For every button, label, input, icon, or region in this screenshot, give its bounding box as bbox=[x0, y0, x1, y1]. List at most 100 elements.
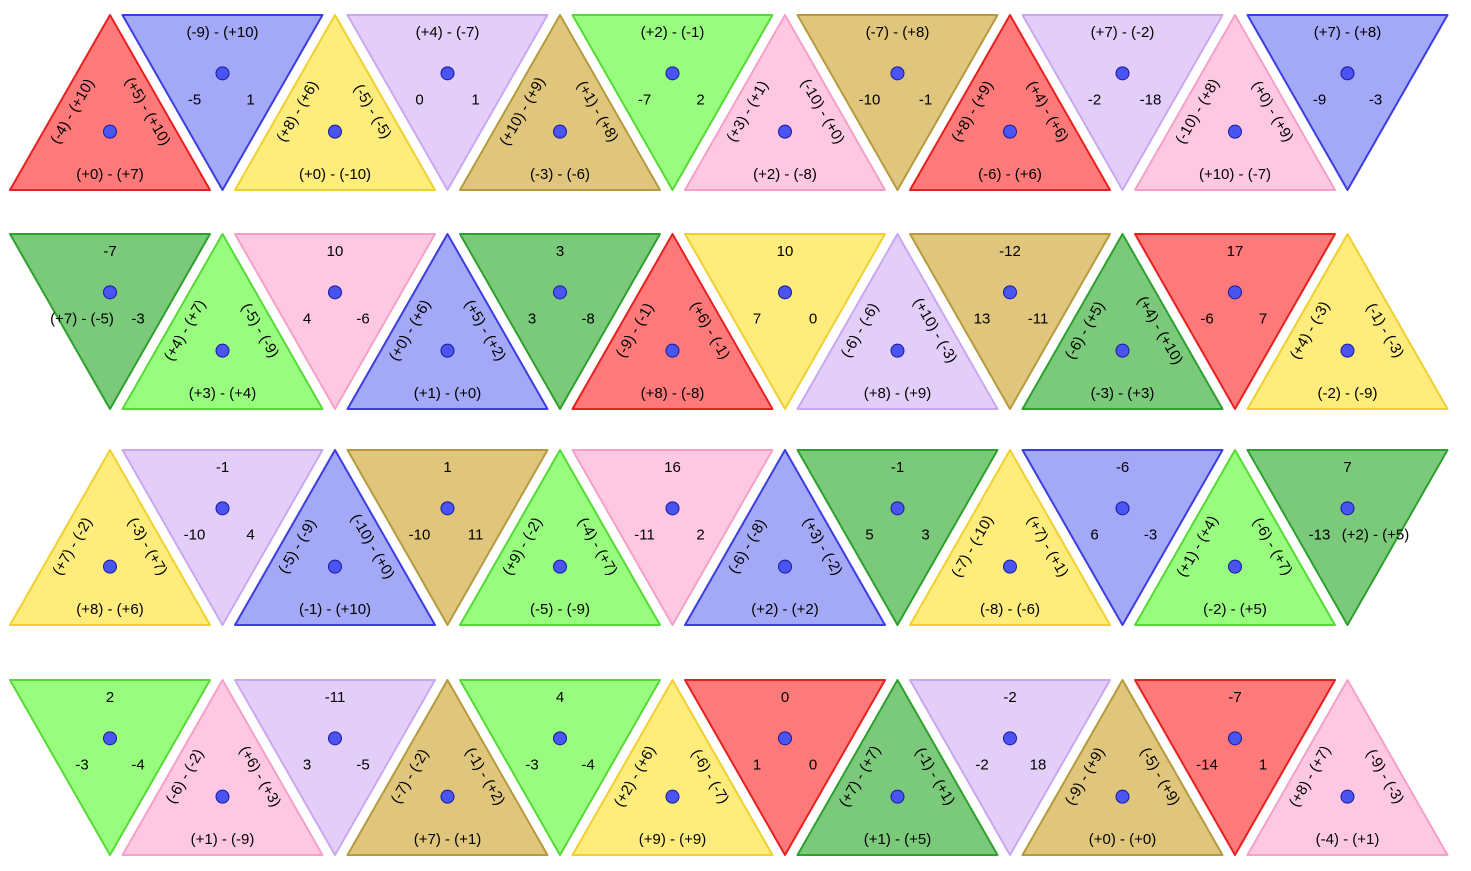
puzzle-triangle-r1-1[interactable]: (+0) - (+7)(+5) - (+10)(-4) - (+10) bbox=[9, 14, 211, 191]
puzzle-triangle-r2-12[interactable]: (-2) - (-9)(-1) - (-3)(+4) - (-3) bbox=[1246, 233, 1449, 410]
center-point-icon bbox=[215, 501, 230, 516]
puzzle-triangle-r2-8[interactable]: (+8) - (+9)(+10) - (-3)(-6) - (-6) bbox=[796, 233, 999, 410]
center-point-icon bbox=[1228, 124, 1242, 139]
puzzle-triangle-r4-8[interactable]: (+1) - (+5)(-1) - (+1)(+7) - (+7) bbox=[796, 679, 999, 856]
puzzle-triangle-r2-7[interactable]: 10 0 7 bbox=[684, 233, 886, 410]
triangle-edge-label: 7 bbox=[1259, 310, 1267, 327]
triangle-edge-label: 4 bbox=[303, 310, 311, 327]
triangle-tile bbox=[346, 233, 549, 410]
puzzle-triangle-r3-2[interactable]: -1 4 -10 bbox=[121, 449, 324, 626]
triangle-tile bbox=[796, 449, 999, 626]
center-point-icon bbox=[1003, 285, 1017, 300]
puzzle-triangle-r3-5[interactable]: (-5) - (-9)(-4) - (+7)(+9) - (-2) bbox=[459, 449, 661, 626]
puzzle-triangle-r1-4[interactable]: (+4) - (-7) 1 0 bbox=[346, 14, 549, 191]
triangle-tile bbox=[459, 233, 661, 410]
puzzle-triangle-r2-9[interactable]: -12 -11 13 bbox=[909, 233, 1111, 410]
puzzle-triangle-r2-10[interactable]: (-3) - (+3)(+4) - (+10)(-6) - (+5) bbox=[1021, 233, 1224, 410]
puzzle-triangle-r4-11[interactable]: -7 1 -14 bbox=[1134, 679, 1336, 856]
triangle-tile bbox=[234, 679, 436, 856]
puzzle-triangle-r1-5[interactable]: (-3) - (-6)(+1) - (+8)(+10) - (+9) bbox=[459, 14, 661, 191]
puzzle-triangle-r2-3[interactable]: 10 -6 4 bbox=[234, 233, 436, 410]
puzzle-triangle-r3-12[interactable]: 7 (+2) - (+5) -13 bbox=[1246, 449, 1449, 626]
puzzle-triangle-r4-3[interactable]: -11 -5 3 bbox=[234, 679, 436, 856]
puzzle-triangle-r3-8[interactable]: -1 3 5 bbox=[796, 449, 999, 626]
triangle-edge-label: (+0) - (-10) bbox=[299, 166, 371, 183]
center-point-icon bbox=[103, 124, 117, 139]
puzzle-triangle-r4-2[interactable]: (+1) - (-9)(+6) - (+3)(-6) - (-2) bbox=[121, 679, 324, 856]
center-point-icon bbox=[553, 124, 567, 139]
triangle-edge-label: -3 bbox=[75, 756, 88, 773]
triangle-edge-label: -11 bbox=[634, 526, 655, 543]
puzzle-triangle-r2-6[interactable]: (+8) - (-8)(+6) - (-1)(-9) - (-1) bbox=[571, 233, 774, 410]
puzzle-triangle-r3-4[interactable]: 111-10 bbox=[346, 449, 549, 626]
triangle-edge-label: (-1) - (+10) bbox=[299, 601, 371, 618]
triangle-edge-label: -1 bbox=[216, 459, 229, 476]
puzzle-triangle-r1-2[interactable]: (-9) - (+10) 1 -5 bbox=[121, 14, 324, 191]
triangle-edge-label: (+8) - (+9) bbox=[864, 385, 932, 402]
puzzle-triangle-r3-10[interactable]: -6 -3 6 bbox=[1021, 449, 1224, 626]
puzzle-triangle-r4-6[interactable]: (+9) - (+9)(-6) - (-7)(+2) - (+6) bbox=[571, 679, 774, 856]
center-point-icon bbox=[1340, 343, 1355, 358]
triangle-edge-label: 6 bbox=[1090, 526, 1098, 543]
triangle-edge-label: (+7) - (+1) bbox=[414, 831, 482, 848]
puzzle-triangle-r1-10[interactable]: (+7) - (-2) -18 -2 bbox=[1021, 14, 1224, 191]
triangle-edge-label: (+1) - (+5) bbox=[864, 831, 932, 848]
triangle-tile bbox=[684, 233, 886, 410]
puzzle-triangle-r1-11[interactable]: (+10) - (-7)(+0) - (+9)(-10) - (+8) bbox=[1134, 14, 1336, 191]
triangle-edge-label: -12 bbox=[999, 243, 1021, 260]
triangle-tile bbox=[346, 449, 549, 626]
triangle-tile bbox=[796, 233, 999, 410]
triangle-edge-label: -8 bbox=[581, 310, 594, 327]
triangle-tile bbox=[234, 233, 436, 410]
triangle-edge-label: (+0) - (+0) bbox=[1089, 831, 1157, 848]
triangle-tile bbox=[571, 14, 774, 191]
puzzle-triangle-r4-5[interactable]: 4 -4 -3 bbox=[459, 679, 661, 856]
triangle-tile bbox=[9, 679, 211, 856]
triangle-edge-label: -4 bbox=[581, 756, 594, 773]
puzzle-triangle-r2-11[interactable]: 17 7 -6 bbox=[1134, 233, 1336, 410]
triangle-tile bbox=[459, 679, 661, 856]
puzzle-triangle-r1-7[interactable]: (+2) - (-8)(-10) - (+0)(+3) - (+1) bbox=[684, 14, 886, 191]
center-point-icon bbox=[665, 66, 680, 81]
triangle-edge-label: 7 bbox=[1343, 459, 1351, 476]
triangle-edge-label: 2 bbox=[696, 526, 704, 543]
triangle-edge-label: (+7) - (+8) bbox=[1314, 24, 1382, 41]
triangle-tile bbox=[1134, 449, 1336, 626]
puzzle-triangle-r1-6[interactable]: (+2) - (-1) 2 -7 bbox=[571, 14, 774, 191]
puzzle-triangle-r2-1[interactable]: -7 -3 (+7) - (-5) bbox=[9, 233, 211, 410]
puzzle-triangle-r1-8[interactable]: (-7) - (+8) -1 -10 bbox=[796, 14, 999, 191]
puzzle-triangle-r3-6[interactable]: 16 2 -11 bbox=[571, 449, 774, 626]
puzzle-triangle-r1-12[interactable]: (+7) - (+8) -3 -9 bbox=[1246, 14, 1449, 191]
center-point-icon bbox=[103, 731, 117, 746]
puzzle-triangle-r4-1[interactable]: 2 -4 -3 bbox=[9, 679, 211, 856]
puzzle-triangle-r1-3[interactable]: (+0) - (-10)(-5) - (-5)(+8) - (+6) bbox=[234, 14, 436, 191]
puzzle-triangle-r3-9[interactable]: (-8) - (-6)(+7) - (+1)(-7) - (-10) bbox=[909, 449, 1111, 626]
center-point-icon bbox=[665, 343, 680, 358]
puzzle-triangle-r2-5[interactable]: 3 -8 3 bbox=[459, 233, 661, 410]
puzzle-triangle-r3-7[interactable]: (+2) - (+2)(+3) - (-2)(-6) - (-8) bbox=[684, 449, 886, 626]
center-point-icon bbox=[328, 285, 342, 300]
triangle-edge-label: 4 bbox=[556, 689, 564, 706]
puzzle-triangle-r4-7[interactable]: 0 0 1 bbox=[684, 679, 886, 856]
center-point-icon bbox=[778, 124, 792, 139]
puzzle-triangle-r4-9[interactable]: -2 18 -2 bbox=[909, 679, 1111, 856]
triangle-edge-label: 7 bbox=[753, 310, 761, 327]
triangle-edge-label: -1 bbox=[891, 459, 904, 476]
triangle-edge-label: -14 bbox=[1196, 756, 1218, 773]
center-point-icon bbox=[1340, 789, 1355, 804]
triangle-edge-label: (+1) - (-9) bbox=[191, 831, 255, 848]
triangle-edge-label: 2 bbox=[696, 91, 704, 108]
puzzle-triangle-r3-3[interactable]: (-1) - (+10)(-10) - (+0)(-5) - (-9) bbox=[234, 449, 436, 626]
triangle-edge-label: (-6) - (+6) bbox=[978, 166, 1042, 183]
puzzle-triangle-r2-4[interactable]: (+1) - (+0)(+5) - (+2)(+0) - (+6) bbox=[346, 233, 549, 410]
triangle-edge-label: -7 bbox=[1228, 689, 1241, 706]
triangle-edge-label: (+7) - (-5) bbox=[50, 310, 114, 327]
triangle-tile bbox=[909, 679, 1111, 856]
puzzle-triangle-r2-2[interactable]: (+3) - (+4)(-5) - (-9)(+4) - (+7) bbox=[121, 233, 324, 410]
triangle-edge-label: -3 bbox=[1369, 91, 1382, 108]
puzzle-triangle-r3-11[interactable]: (-2) - (+5)(-6) - (+7)(+1) - (+4) bbox=[1134, 449, 1336, 626]
puzzle-triangle-r4-4[interactable]: (+7) - (+1)(-1) - (+2)(-7) - (-2) bbox=[346, 679, 549, 856]
center-point-icon bbox=[553, 731, 567, 746]
triangle-tile bbox=[909, 233, 1111, 410]
